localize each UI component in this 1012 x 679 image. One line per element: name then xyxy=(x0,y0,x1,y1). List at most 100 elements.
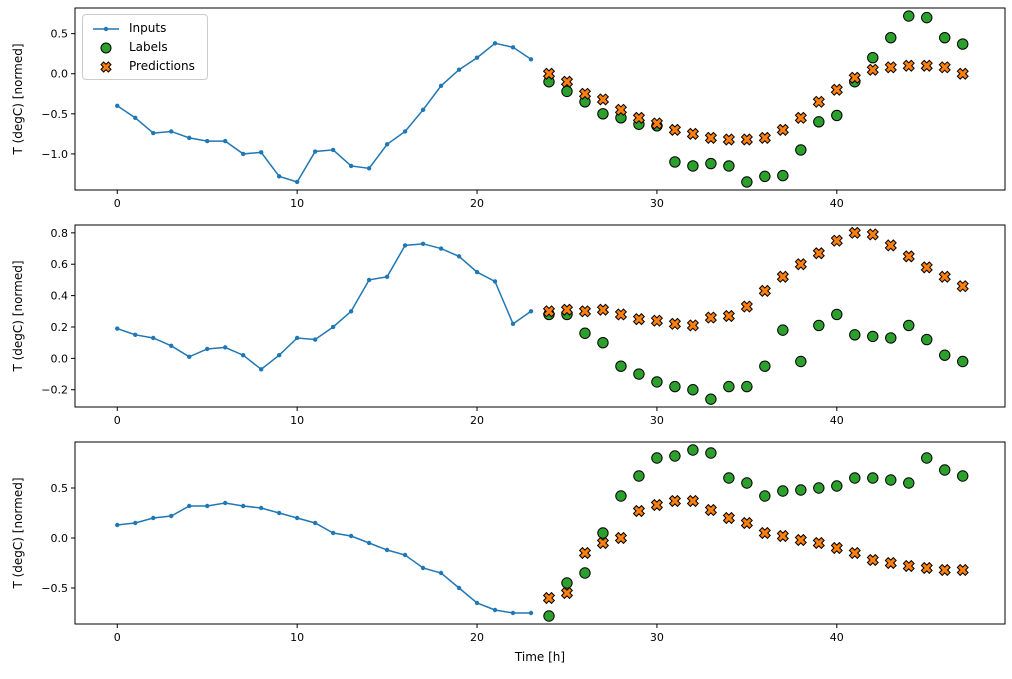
labels-point xyxy=(741,477,753,489)
predictions-point xyxy=(632,313,646,326)
inputs-point xyxy=(294,515,300,521)
labels-point xyxy=(561,85,573,98)
labels-point xyxy=(849,472,861,484)
predictions-point xyxy=(812,247,825,260)
inputs-point xyxy=(276,510,282,516)
inputs-point xyxy=(312,337,318,342)
labels-point xyxy=(903,477,915,489)
inputs-point xyxy=(438,246,444,251)
y-tick-label: 0.2 xyxy=(51,321,69,334)
inputs-point xyxy=(133,115,138,121)
labels-point xyxy=(867,330,879,343)
labels-point xyxy=(705,393,717,405)
predictions-point xyxy=(956,67,969,80)
x-tick-label: 0 xyxy=(114,197,121,210)
predictions-point xyxy=(686,127,699,140)
inputs-point xyxy=(510,610,516,616)
inputs-point xyxy=(366,166,372,171)
labels-point xyxy=(831,480,843,492)
predictions-point xyxy=(920,261,933,274)
y-tick-label: −0.2 xyxy=(41,384,68,397)
x-tick-label: 0 xyxy=(114,414,121,427)
predictions-point xyxy=(830,83,843,96)
inputs-line xyxy=(117,243,532,371)
predictions-point xyxy=(722,133,735,146)
inputs-point xyxy=(312,520,318,526)
inputs-point xyxy=(258,505,264,511)
labels-point xyxy=(633,470,645,482)
predictions-point xyxy=(704,503,717,517)
inputs-point xyxy=(276,353,282,358)
legend-item-inputs: Inputs xyxy=(91,21,195,35)
x-tick-label: 30 xyxy=(650,197,664,210)
inputs-line xyxy=(117,502,532,614)
legend-label-labels: Labels xyxy=(129,40,168,54)
inputs-point xyxy=(402,243,408,248)
inputs-point xyxy=(151,515,156,521)
labels-point xyxy=(759,170,771,183)
labels-point xyxy=(903,10,915,22)
predictions-point xyxy=(542,591,556,605)
labels-point xyxy=(957,355,969,368)
labels-point xyxy=(687,160,699,172)
inputs-point xyxy=(187,135,192,141)
labels-point xyxy=(759,490,771,502)
labels-point xyxy=(615,490,627,502)
labels-point xyxy=(939,464,951,476)
inputs-point xyxy=(420,107,426,113)
labels-point xyxy=(561,577,573,589)
inputs-point xyxy=(151,335,156,341)
labels-point xyxy=(885,31,897,44)
inputs-point xyxy=(402,129,408,134)
x-tick-label: 30 xyxy=(650,631,664,644)
y-tick-label: 0.0 xyxy=(51,352,69,365)
labels-point xyxy=(939,31,951,44)
labels-point xyxy=(741,176,753,188)
y-tick-label: 0.5 xyxy=(51,482,69,495)
inputs-point xyxy=(528,57,534,62)
x-tick-label: 0 xyxy=(114,631,121,644)
predictions-point xyxy=(848,71,861,84)
y-tick-label: 0.0 xyxy=(51,532,69,545)
labels-point xyxy=(579,327,591,339)
predictions-point xyxy=(776,123,789,136)
labels-point xyxy=(705,447,717,459)
inputs-point xyxy=(223,345,228,350)
inputs-point xyxy=(133,520,138,526)
series-inputs xyxy=(115,500,534,616)
inputs-point xyxy=(402,552,408,558)
inputs-point xyxy=(187,503,192,509)
legend-marker-labels circle-icon xyxy=(91,40,121,54)
inputs-point xyxy=(420,565,426,571)
inputs-point xyxy=(438,83,444,88)
y-tick-label: 0.5 xyxy=(51,28,69,41)
predictions-point xyxy=(794,533,807,547)
predictions-point xyxy=(578,305,592,318)
labels-point xyxy=(777,169,789,182)
inputs-point xyxy=(294,335,300,341)
y-tick-label: 0.4 xyxy=(51,290,69,303)
labels-point xyxy=(921,333,933,346)
predictions-point xyxy=(956,280,969,293)
predictions-point xyxy=(560,586,574,600)
predictions-point xyxy=(938,563,951,577)
labels-point xyxy=(921,11,933,24)
inputs-point xyxy=(528,610,534,616)
inputs-point xyxy=(384,547,390,553)
predictions-point xyxy=(668,317,682,330)
predictions-point xyxy=(866,553,879,567)
predictions-point xyxy=(632,504,646,518)
inputs-point xyxy=(474,600,480,606)
x-tick-label: 20 xyxy=(470,631,484,644)
labels-point xyxy=(867,52,879,64)
x-tick-label: 30 xyxy=(650,414,664,427)
inputs-point xyxy=(330,147,336,153)
y-tick-label: −0.5 xyxy=(41,108,68,121)
predictions-point xyxy=(614,531,628,545)
predictions-point xyxy=(758,131,771,144)
predictions-point xyxy=(560,75,574,88)
inputs-point xyxy=(330,530,336,536)
labels-point xyxy=(813,116,825,128)
legend: Inputs Labels Predictions xyxy=(82,14,208,80)
labels-point xyxy=(723,380,735,393)
